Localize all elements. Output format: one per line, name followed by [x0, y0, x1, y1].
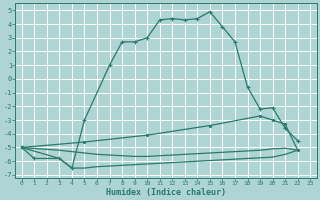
X-axis label: Humidex (Indice chaleur): Humidex (Indice chaleur)	[106, 188, 226, 197]
